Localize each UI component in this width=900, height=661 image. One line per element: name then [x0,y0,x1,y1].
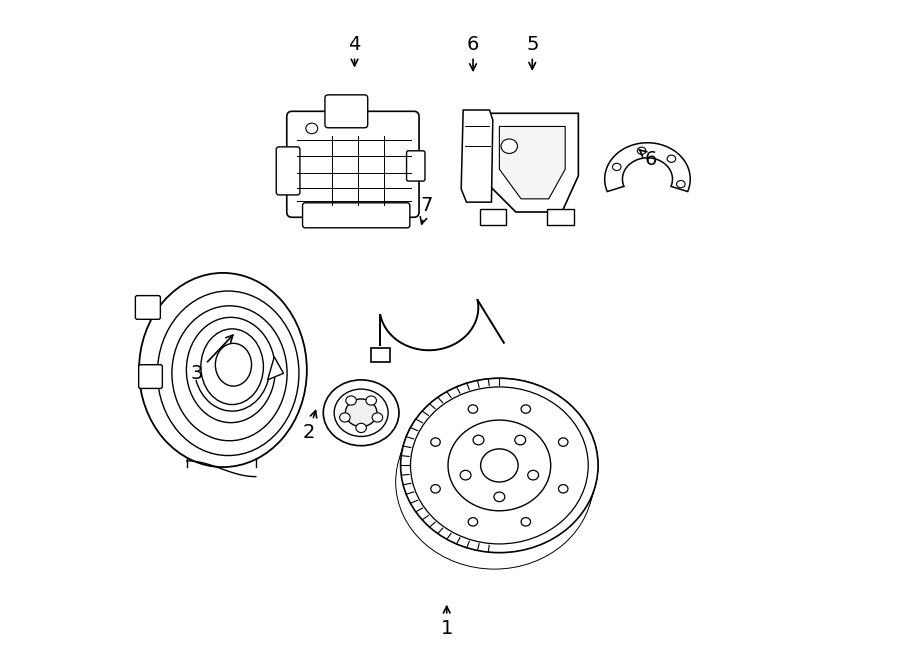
Ellipse shape [667,155,676,163]
Bar [547,209,573,225]
Ellipse shape [366,396,376,405]
Ellipse shape [473,435,484,445]
Ellipse shape [334,389,388,436]
Text: 3: 3 [191,335,233,383]
Ellipse shape [431,485,440,493]
Text: 6: 6 [639,150,657,169]
Ellipse shape [396,395,593,569]
Ellipse shape [521,518,531,526]
FancyBboxPatch shape [287,111,419,217]
Ellipse shape [397,389,595,564]
Ellipse shape [201,329,264,405]
Ellipse shape [559,485,568,493]
Ellipse shape [481,449,518,482]
Ellipse shape [677,180,685,188]
Ellipse shape [431,438,440,446]
Ellipse shape [215,343,251,386]
Ellipse shape [158,291,299,455]
Ellipse shape [186,317,275,422]
Ellipse shape [410,387,589,544]
Ellipse shape [637,147,646,155]
FancyBboxPatch shape [135,295,160,319]
Ellipse shape [346,399,377,426]
Text: 2: 2 [302,410,317,442]
Ellipse shape [468,405,478,413]
Ellipse shape [139,273,307,467]
Ellipse shape [515,435,526,445]
Ellipse shape [339,413,350,422]
Ellipse shape [346,396,356,405]
Bar [371,348,390,362]
Ellipse shape [373,413,382,422]
FancyBboxPatch shape [407,151,425,181]
Ellipse shape [323,380,399,446]
Ellipse shape [448,420,551,511]
FancyBboxPatch shape [139,365,162,389]
FancyBboxPatch shape [325,95,368,128]
Text: 1: 1 [440,606,453,637]
Text: 6: 6 [467,34,479,71]
Ellipse shape [468,518,478,526]
Text: 5: 5 [526,34,538,69]
Ellipse shape [501,139,518,153]
Ellipse shape [356,423,366,432]
Polygon shape [500,126,565,199]
Bar [480,209,506,225]
Ellipse shape [521,405,531,413]
Ellipse shape [172,306,287,441]
Ellipse shape [460,471,471,480]
Text: 7: 7 [420,196,433,224]
Polygon shape [267,357,284,380]
FancyBboxPatch shape [302,203,410,228]
Polygon shape [461,110,493,202]
Ellipse shape [527,471,538,480]
Ellipse shape [613,163,621,171]
Text: 4: 4 [348,34,361,66]
Ellipse shape [400,378,598,553]
Ellipse shape [559,438,568,446]
Polygon shape [605,143,690,192]
FancyBboxPatch shape [276,147,300,195]
Ellipse shape [400,378,598,553]
Ellipse shape [306,123,318,134]
Ellipse shape [494,492,505,502]
Ellipse shape [399,383,597,558]
Polygon shape [480,113,579,212]
